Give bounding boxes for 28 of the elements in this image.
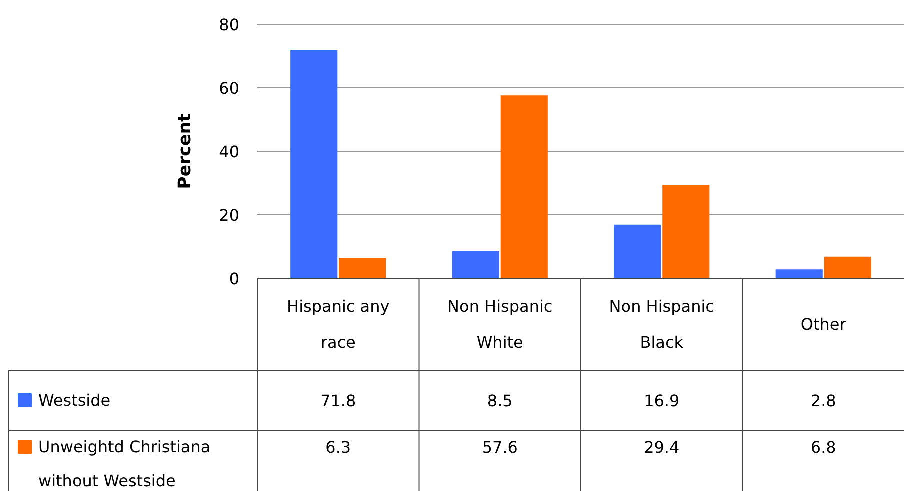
bar <box>776 270 823 278</box>
y-tick-label: 0 <box>229 270 240 288</box>
bar <box>662 185 710 278</box>
x-tick-label: Non Hispanic Black <box>609 297 714 352</box>
y-tick-label: 40 <box>219 142 240 162</box>
data-label: 29.4 <box>644 438 680 457</box>
bar <box>452 252 500 278</box>
y-tick-label: 60 <box>219 79 240 98</box>
data-label: 6.8 <box>810 438 836 457</box>
data-label: 2.8 <box>810 392 836 410</box>
data-label: 16.9 <box>644 392 680 410</box>
bar <box>290 50 338 278</box>
legend-label: Unweightd Christiana without Westside <box>38 438 211 490</box>
x-tick-label: Hispanic any race <box>287 297 390 352</box>
x-tick-label: Non Hispanic White <box>448 297 553 352</box>
data-label: 6.3 <box>326 438 352 457</box>
bar <box>824 256 872 278</box>
bar <box>614 224 662 278</box>
data-label: 71.8 <box>320 392 356 410</box>
bar <box>339 258 386 278</box>
x-tick-label: Other <box>800 315 847 334</box>
y-tick-label: 20 <box>219 206 240 225</box>
y-tick-label: 80 <box>219 16 240 34</box>
data-label: 8.5 <box>487 392 513 410</box>
legend-label: Westside <box>38 391 111 410</box>
data-label: 57.6 <box>482 438 518 457</box>
bar <box>500 96 548 278</box>
y-axis-title: Percent <box>176 114 196 190</box>
